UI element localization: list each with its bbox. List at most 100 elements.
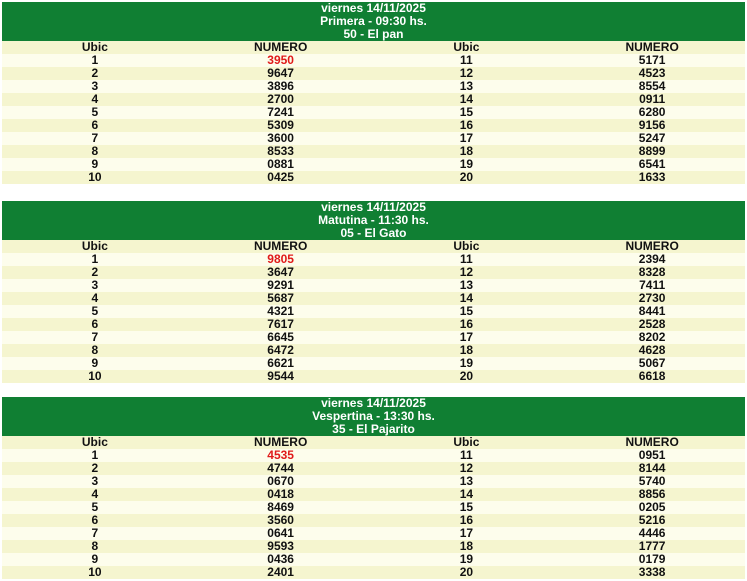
number-cell: 9805 <box>267 252 294 266</box>
number-cell: 8469 <box>267 500 294 514</box>
position-cell: 17 <box>459 330 474 344</box>
draw-matutina: viernes 14/11/2025 Matutina - 11:30 hs. 05… <box>2 201 745 383</box>
position-cell: 11 <box>460 448 473 462</box>
number-cell: 3950 <box>267 53 294 67</box>
table-row: 2 3647 12 8328 <box>2 266 745 279</box>
number-cell: 0911 <box>639 92 666 106</box>
position-cell: 10 <box>88 369 102 383</box>
column-header-row: Ubic NUMERO Ubic NUMERO <box>2 240 745 253</box>
position-cell: 19 <box>459 157 474 171</box>
number-cell: 0881 <box>267 157 294 171</box>
number-cell: 8328 <box>638 265 666 279</box>
table-row: 6 3560 16 5216 <box>2 514 745 527</box>
position-cell: 14 <box>459 291 474 305</box>
draw-date: viernes 14/11/2025 <box>321 1 426 15</box>
number-cell: 8899 <box>638 144 666 158</box>
draw-session: Matutina - 11:30 hs. <box>318 213 429 227</box>
number-cell: 3600 <box>267 131 294 145</box>
column-header: NUMERO <box>625 40 679 54</box>
table-row: 7 3600 17 5247 <box>2 132 745 145</box>
number-cell: 1777 <box>638 539 666 553</box>
table-row: 5 8469 15 0205 <box>2 501 745 514</box>
number-cell: 4321 <box>267 304 294 318</box>
position-cell: 12 <box>459 66 474 80</box>
column-header: Ubic <box>453 435 480 449</box>
position-cell: 4 <box>91 92 99 106</box>
position-cell: 15 <box>459 105 474 119</box>
table-row: 10 2401 20 3338 <box>2 566 745 579</box>
number-cell: 6541 <box>638 157 666 171</box>
position-cell: 12 <box>459 461 474 475</box>
table-row: 10 9544 20 6618 <box>2 370 745 383</box>
column-header: Ubic <box>81 435 108 449</box>
draw-result: 35 - El Pajarito <box>332 422 415 436</box>
position-cell: 5 <box>91 105 99 119</box>
position-cell: 16 <box>459 118 474 132</box>
column-header: Ubic <box>453 239 480 253</box>
position-cell: 4 <box>91 291 99 305</box>
number-cell: 6472 <box>267 343 294 357</box>
number-cell: 2700 <box>267 92 294 106</box>
number-cell: 5740 <box>638 474 666 488</box>
position-cell: 11 <box>460 252 473 266</box>
number-cell: 4523 <box>638 66 666 80</box>
table-row: 6 5309 16 9156 <box>2 119 745 132</box>
table-row: 8 8533 18 8899 <box>2 145 745 158</box>
table-row: 1 4535 11 0951 <box>2 449 745 462</box>
number-cell: 5171 <box>638 53 666 67</box>
table-row: 6 7617 16 2528 <box>2 318 745 331</box>
column-header: NUMERO <box>625 435 679 449</box>
position-cell: 7 <box>91 131 99 145</box>
draw-date: viernes 14/11/2025 <box>321 200 426 214</box>
number-cell: 2394 <box>638 252 666 266</box>
position-cell: 20 <box>459 369 474 383</box>
position-cell: 14 <box>459 487 474 501</box>
position-cell: 16 <box>459 317 474 331</box>
column-header-row: Ubic NUMERO Ubic NUMERO <box>2 436 745 449</box>
draw-date: viernes 14/11/2025 <box>321 396 426 410</box>
number-cell: 0641 <box>267 526 294 540</box>
position-cell: 10 <box>88 170 102 184</box>
table-row: 9 0436 19 0179 <box>2 553 745 566</box>
column-header: NUMERO <box>253 435 308 449</box>
number-cell: 6618 <box>638 369 666 383</box>
number-cell: 4535 <box>267 448 294 462</box>
number-cell: 1633 <box>638 170 666 184</box>
position-cell: 18 <box>459 144 474 158</box>
position-cell: 18 <box>459 343 474 357</box>
number-cell: 3647 <box>267 265 294 279</box>
number-cell: 5067 <box>638 356 666 370</box>
draw-header: viernes 14/11/2025 Primera - 09:30 hs. 50 … <box>2 2 745 41</box>
position-cell: 6 <box>91 513 99 527</box>
table-row: 5 4321 15 8441 <box>2 305 745 318</box>
number-cell: 8144 <box>638 461 666 475</box>
number-cell: 9647 <box>267 66 294 80</box>
draw-vespertina: viernes 14/11/2025 Vespertina - 13:30 hs.… <box>2 397 745 579</box>
table-row: 7 6645 17 8202 <box>2 331 745 344</box>
number-cell: 6645 <box>267 330 294 344</box>
position-cell: 2 <box>91 66 99 80</box>
position-cell: 9 <box>91 552 99 566</box>
position-cell: 3 <box>91 278 99 292</box>
position-cell: 19 <box>459 552 474 566</box>
table-row: 3 9291 13 7411 <box>2 279 745 292</box>
position-cell: 2 <box>91 265 99 279</box>
position-cell: 17 <box>459 526 474 540</box>
position-cell: 1 <box>91 448 99 462</box>
table-row: 4 5687 14 2730 <box>2 292 745 305</box>
number-cell: 4628 <box>638 343 666 357</box>
draw-header: viernes 14/11/2025 Matutina - 11:30 hs. 05… <box>2 201 745 240</box>
number-cell: 0418 <box>267 487 294 501</box>
number-cell: 8856 <box>638 487 666 501</box>
position-cell: 1 <box>91 53 99 67</box>
number-cell: 9156 <box>638 118 666 132</box>
table-row: 9 0881 19 6541 <box>2 158 745 171</box>
number-cell: 4446 <box>638 526 666 540</box>
draw-session: Vespertina - 13:30 hs. <box>312 409 435 423</box>
table-row: 9 6621 19 5067 <box>2 357 745 370</box>
table-row: 3 3896 13 8554 <box>2 80 745 93</box>
position-cell: 15 <box>459 500 474 514</box>
table-row: 8 6472 18 4628 <box>2 344 745 357</box>
position-cell: 8 <box>91 144 99 158</box>
table-row: 1 9805 11 2394 <box>2 253 745 266</box>
